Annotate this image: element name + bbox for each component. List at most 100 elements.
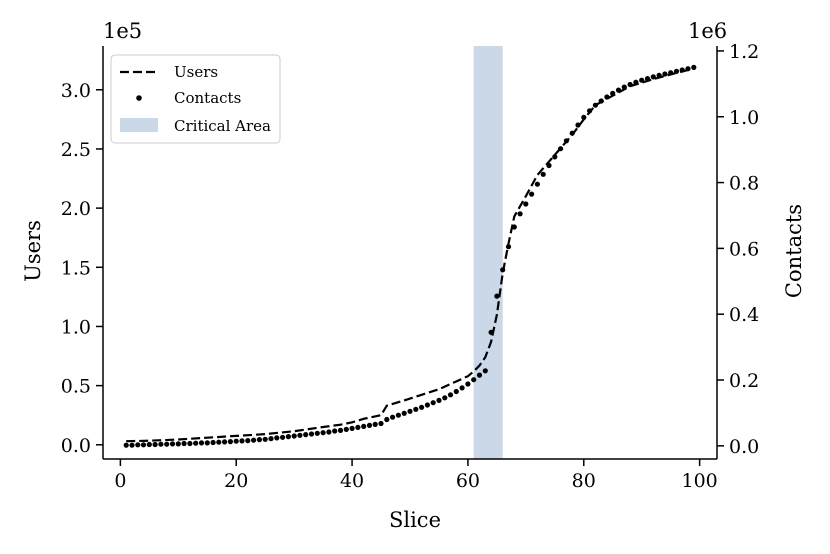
contacts-point	[343, 426, 349, 432]
contacts-point	[419, 404, 425, 410]
contacts-point	[169, 441, 176, 447]
contacts-point	[442, 395, 448, 401]
contacts-point	[210, 439, 216, 446]
left-axis-multiplier: 1e5	[103, 19, 142, 43]
legend-critical-area-label: Critical Area	[174, 117, 271, 135]
left-y-axis-label: Users	[21, 220, 45, 282]
contacts-point	[285, 434, 291, 440]
contacts-point	[291, 433, 297, 439]
contacts-point	[523, 201, 529, 207]
contacts-point	[198, 440, 205, 446]
contacts-point	[152, 441, 158, 448]
contacts-point	[552, 154, 558, 160]
contacts-point	[129, 442, 135, 448]
contacts-point	[337, 427, 344, 433]
contacts-point	[459, 385, 465, 391]
contacts-point	[569, 130, 575, 136]
contacts-point	[430, 400, 436, 406]
contacts-point	[673, 68, 680, 74]
right-y-tick-label: 0.4	[729, 304, 759, 326]
contacts-point	[395, 412, 401, 418]
contacts-point	[465, 381, 471, 387]
x-tick-label: 20	[224, 470, 248, 492]
contacts-point	[256, 437, 262, 443]
contacts-point	[656, 72, 662, 78]
contacts-point	[227, 439, 233, 445]
contacts-point	[511, 224, 517, 230]
left-y-axis-ticks: 0.0 0.5 1.0 1.5 2.0 2.5 3.0	[61, 80, 103, 457]
plot-area	[123, 46, 697, 459]
contacts-point	[488, 329, 494, 335]
left-y-tick-label: 1.0	[61, 316, 91, 338]
users-line	[126, 67, 695, 443]
contacts-point	[424, 402, 430, 408]
contacts-point	[482, 368, 488, 374]
contacts-point	[372, 421, 378, 427]
contacts-point	[436, 397, 442, 403]
contacts-point	[447, 392, 454, 398]
right-y-tick-label: 0.6	[729, 238, 759, 260]
left-y-tick-label: 0.5	[61, 376, 91, 398]
right-y-tick-label: 1.0	[729, 107, 759, 129]
contacts-point	[378, 420, 384, 427]
contacts-point	[262, 436, 268, 442]
contacts-point	[407, 408, 413, 414]
contacts-point	[164, 441, 170, 447]
left-y-tick-label: 1.5	[61, 257, 91, 279]
contacts-point	[517, 211, 523, 217]
right-y-tick-label: 1.2	[729, 41, 759, 63]
contacts-point	[181, 440, 187, 447]
contacts-point	[308, 431, 315, 437]
contacts-point	[505, 244, 512, 250]
contacts-point	[534, 181, 541, 187]
contacts-point	[639, 77, 645, 83]
contacts-point	[610, 90, 616, 96]
contacts-point	[361, 423, 367, 429]
contacts-point	[627, 81, 633, 88]
right-y-axis-label: Contacts	[782, 204, 806, 298]
contacts-point	[158, 441, 164, 447]
contacts-point	[691, 64, 697, 70]
contacts-point	[251, 437, 257, 443]
contacts-point	[239, 438, 245, 444]
x-tick-label: 60	[456, 470, 480, 492]
legend-contacts-swatch	[136, 95, 142, 101]
contacts-point	[204, 440, 210, 446]
contacts-point	[581, 114, 587, 120]
contacts-point	[413, 406, 419, 412]
legend-critical-area-swatch	[120, 118, 158, 132]
left-y-tick-label: 2.5	[61, 139, 91, 161]
contacts-point	[233, 438, 239, 444]
contacts-point	[621, 84, 627, 90]
contacts-point	[633, 79, 639, 85]
left-y-tick-label: 3.0	[61, 80, 91, 102]
axes: 0 20 40 60 80 100 0.00.51.01.52.02.53.0 0.00.…	[61, 41, 759, 492]
contacts-point	[598, 98, 604, 104]
contacts-point	[280, 434, 286, 440]
contacts-point	[216, 439, 222, 445]
left-y-tick-label: 0.0	[61, 435, 91, 457]
contacts-point	[384, 416, 390, 423]
contacts-point	[297, 432, 303, 438]
critical-area-band	[473, 46, 503, 459]
contacts-point	[476, 372, 483, 378]
contacts-series	[123, 64, 697, 448]
x-axis-ticks: 0 20 40 60 80 100	[114, 459, 718, 492]
contacts-point	[587, 108, 593, 114]
contacts-point	[187, 440, 193, 447]
contacts-point	[494, 293, 500, 299]
contacts-point	[540, 171, 546, 177]
contacts-point	[575, 122, 581, 128]
contacts-point	[679, 67, 685, 73]
contacts-point	[175, 441, 181, 447]
contacts-point	[471, 377, 477, 383]
contacts-point	[123, 442, 129, 448]
contacts-point	[366, 422, 373, 428]
right-y-tick-label: 0.0	[729, 436, 759, 458]
x-tick-label: 80	[572, 470, 596, 492]
contacts-point	[685, 66, 691, 72]
contacts-point	[500, 267, 506, 273]
contacts-point	[592, 102, 599, 108]
left-y-tick-label: 2.0	[61, 198, 91, 220]
